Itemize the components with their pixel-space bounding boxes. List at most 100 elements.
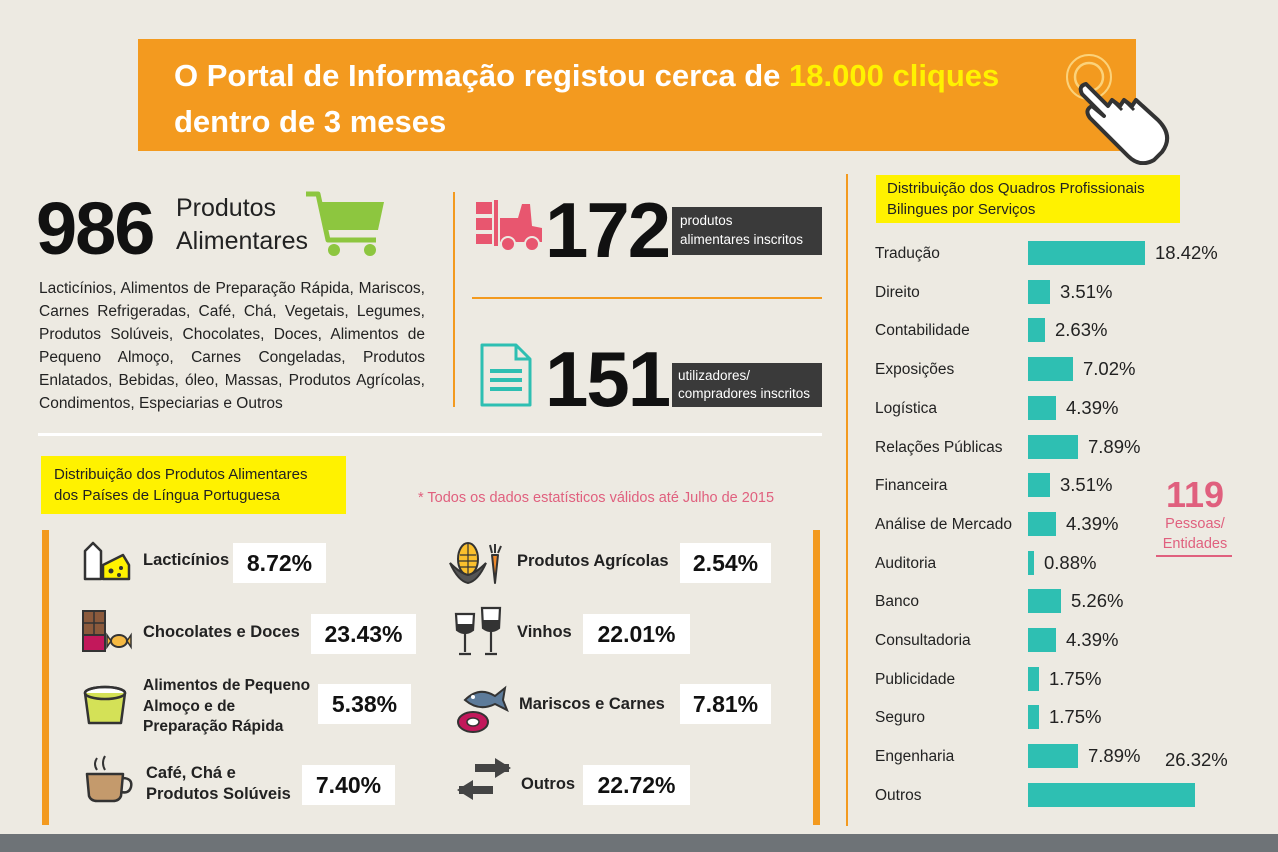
category-pct-dairy: 8.72% xyxy=(233,543,326,583)
category-label-wines: Vinhos xyxy=(517,623,572,641)
registered-products-count: 172 xyxy=(545,186,671,274)
category-label-chocolates: Chocolates e Doces xyxy=(143,623,300,641)
products-label-line-1: Produtos xyxy=(176,194,277,222)
service-bar-financeira xyxy=(1028,473,1050,497)
service-bar-direito xyxy=(1028,280,1050,304)
wine-glasses-icon xyxy=(454,606,502,656)
service-bar-auditoria xyxy=(1028,551,1034,575)
service-pct-auditoria: 0.88% xyxy=(1044,552,1097,573)
statistics-note: * Todos os dados estatísticos válidos at… xyxy=(418,490,775,506)
headline-banner: O Portal de Informação registou cerca de… xyxy=(138,39,1136,151)
professionals-total-label: Pessoas/ Entidades xyxy=(1150,514,1240,554)
registered-products-label-line-1: produtos xyxy=(680,213,733,228)
divider-horizontal xyxy=(472,297,822,299)
category-label-dairy: Lacticínios xyxy=(143,551,230,569)
service-pct-outros: 26.32% xyxy=(1165,749,1228,770)
service-label-contabilidade: Contabilidade xyxy=(875,322,970,339)
service-pct-financeira: 3.51% xyxy=(1060,474,1113,495)
divider-vertical xyxy=(453,192,455,407)
service-pct-exposicoes: 7.02% xyxy=(1083,358,1136,379)
registered-users-label-line-1: utilizadores/ xyxy=(678,368,751,383)
service-bar-logistica xyxy=(1028,396,1056,420)
service-pct-traducao: 18.42% xyxy=(1155,242,1218,263)
distribution-title-line-1: Distribuição dos Produtos Alimentares xyxy=(54,466,308,483)
category-label-coffee-line-2: Produtos Solúveis xyxy=(146,785,291,803)
service-pct-engenharia: 7.89% xyxy=(1088,745,1141,766)
products-count: 986 xyxy=(36,187,155,270)
service-label-direito: Direito xyxy=(875,284,920,301)
distribution-title-line-2: dos Países de Língua Portuguesa xyxy=(54,487,280,504)
headline-prefix: O Portal de Informação registou cerca de xyxy=(174,58,790,93)
service-label-logistica: Logística xyxy=(875,400,938,417)
fish-meat-icon xyxy=(457,685,509,733)
registered-products-label: produtos alimentares inscritos xyxy=(672,207,822,255)
section-divider xyxy=(38,433,822,436)
service-pct-publicidade: 1.75% xyxy=(1049,668,1102,689)
service-bar-engenharia xyxy=(1028,744,1078,768)
headline-line-2: dentro de 3 meses xyxy=(174,104,447,139)
service-label-consultadoria: Consultadoria xyxy=(875,632,971,649)
service-pct-analise-de-mercado: 4.39% xyxy=(1066,513,1119,534)
category-pct-seafood-meat: 7.81% xyxy=(680,684,771,724)
professionals-total-label-line-2: Entidades xyxy=(1162,536,1228,552)
corn-carrot-icon xyxy=(449,542,502,585)
products-label-line-2: Alimentares xyxy=(176,227,308,255)
category-label-breakfast: Alimentos de Pequeno Almoço e de Prepara… xyxy=(143,676,310,738)
registered-users-label: utilizadores/ compradores inscritos xyxy=(672,363,822,407)
coffee-cup-icon xyxy=(85,755,133,803)
category-pct-chocolates: 23.43% xyxy=(311,614,416,654)
distribution-title: Distribuição dos Produtos Alimentares do… xyxy=(41,456,346,514)
category-pct-agricultural: 2.54% xyxy=(680,543,771,583)
service-label-banco: Banco xyxy=(875,593,919,610)
service-label-publicidade: Publicidade xyxy=(875,671,956,688)
forklift-icon xyxy=(476,200,542,252)
service-bar-traducao xyxy=(1028,241,1145,265)
chocolate-candy-icon xyxy=(82,610,132,652)
category-pct-coffee: 7.40% xyxy=(302,765,395,805)
category-label-breakfast-line-1: Alimentos de Pequeno xyxy=(143,677,311,694)
service-label-seguro: Seguro xyxy=(875,709,925,726)
service-label-auditoria: Auditoria xyxy=(875,555,937,572)
category-label-breakfast-line-3: Preparação Rápida xyxy=(143,718,284,735)
professionals-total-underline xyxy=(1156,555,1232,557)
service-bar-relacoes-publicas xyxy=(1028,435,1078,459)
service-bar-banco xyxy=(1028,589,1061,613)
service-label-analise-de-mercado: Análise de Mercado xyxy=(875,516,1012,533)
service-bar-analise-de-mercado xyxy=(1028,512,1056,536)
service-pct-contabilidade: 2.63% xyxy=(1055,319,1108,340)
service-pct-banco: 5.26% xyxy=(1071,590,1124,611)
registered-users-count: 151 xyxy=(545,335,671,423)
footer-bar xyxy=(0,834,1278,852)
headline-highlight: 18.000 cliques xyxy=(789,58,1000,93)
service-pct-seguro: 1.75% xyxy=(1049,706,1102,727)
services-title-line-1: Distribuição dos Quadros Profissionais xyxy=(887,180,1145,197)
services-title-line-2: Bilingues por Serviços xyxy=(887,201,1036,218)
service-bar-consultadoria xyxy=(1028,628,1056,652)
document-icon xyxy=(480,343,532,407)
category-pct-others: 22.72% xyxy=(583,765,690,805)
instant-food-cup-icon xyxy=(83,685,127,725)
professionals-total: 119 xyxy=(1165,474,1225,515)
category-pct-wines: 22.01% xyxy=(583,614,690,654)
distribution-border-right xyxy=(813,530,820,825)
service-bar-publicidade xyxy=(1028,667,1039,691)
service-bar-seguro xyxy=(1028,705,1039,729)
services-divider xyxy=(846,174,848,826)
service-label-engenharia: Engenharia xyxy=(875,748,955,765)
service-bar-exposicoes xyxy=(1028,357,1073,381)
registered-users-label-line-2: compradores inscritos xyxy=(678,386,811,401)
service-label-exposicoes: Exposições xyxy=(875,361,955,378)
category-label-others: Outros xyxy=(521,775,576,793)
category-pct-breakfast: 5.38% xyxy=(318,684,411,724)
service-pct-direito: 3.51% xyxy=(1060,281,1113,302)
category-label-breakfast-line-2: Almoço e de xyxy=(143,697,236,715)
service-label-relacoes-publicas: Relações Públicas xyxy=(875,439,1003,456)
service-pct-logistica: 4.39% xyxy=(1066,397,1119,418)
service-bar-outros xyxy=(1028,783,1195,807)
category-label-coffee: Café, Chá e Produtos Solúveis xyxy=(146,763,291,805)
distribution-border-left xyxy=(42,530,49,825)
service-label-outros: Outros xyxy=(875,787,922,804)
category-label-agricultural: Produtos Agrícolas xyxy=(517,552,669,570)
exchange-arrows-icon xyxy=(457,758,511,800)
service-pct-consultadoria: 4.39% xyxy=(1066,629,1119,650)
